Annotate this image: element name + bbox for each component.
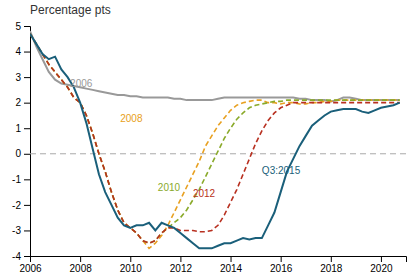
y-tick: -4 — [12, 251, 30, 262]
annotation: 2010 — [158, 182, 181, 193]
y-tick-mark — [24, 128, 30, 129]
y-tick: 0 — [15, 148, 30, 159]
y-tick-mark — [24, 77, 30, 78]
y-tick: -3 — [12, 225, 30, 236]
x-tick-mark — [231, 256, 232, 262]
series-line — [30, 34, 400, 249]
y-axis: -4 -3 -2 -1 0 1 2 3 4 5 — [12, 21, 30, 262]
y-tick-mark — [24, 26, 30, 27]
x-tick-mark — [381, 256, 382, 262]
y-axis-line — [24, 27, 31, 257]
y-tick-mark — [24, 103, 30, 104]
x-tick-label: 2008 — [70, 263, 93, 274]
y-tick-mark — [24, 179, 30, 180]
x-tick: 2020 — [370, 256, 393, 274]
y-tick: 1 — [15, 123, 30, 134]
x-tick-label: 2016 — [270, 263, 293, 274]
annotation: 2006 — [70, 78, 93, 89]
x-tick-label: 2012 — [170, 263, 193, 274]
y-tick: 4 — [15, 46, 30, 57]
series-line — [30, 34, 400, 249]
x-tick: 2010 — [120, 256, 143, 274]
y-tick-mark — [24, 154, 30, 155]
y-tick: 2 — [15, 97, 30, 108]
y-tick-label: 1 — [15, 123, 21, 134]
x-tick-label: 2020 — [370, 263, 393, 274]
series-line — [30, 34, 400, 244]
y-tick-mark — [24, 52, 30, 53]
y-tick: 5 — [15, 21, 30, 32]
x-tick-mark — [180, 256, 181, 262]
x-tick-mark — [80, 256, 81, 262]
annotation: Q3:2015 — [262, 165, 301, 176]
y-tick-label: -1 — [12, 174, 21, 185]
annotation: 2012 — [193, 188, 216, 199]
x-tick-label: 2018 — [320, 263, 343, 274]
annotations: 2006 2008 2010 2012 Q3:2015 — [70, 78, 301, 199]
chart: Percentage pts20062008201020122014201620… — [0, 0, 420, 280]
x-tick: 2016 — [270, 256, 293, 274]
y-tick-mark — [24, 205, 30, 206]
zero-line — [30, 153, 406, 154]
series-line — [30, 31, 400, 101]
x-tick-label: 2010 — [120, 263, 143, 274]
y-tick-label: 5 — [15, 21, 21, 32]
y-tick-label: -3 — [12, 225, 21, 236]
x-tick: 2008 — [70, 256, 93, 274]
y-tick-mark — [24, 230, 30, 231]
x-tick-mark — [281, 256, 282, 262]
y-tick-label: -4 — [12, 251, 21, 262]
y-tick: 3 — [15, 72, 30, 83]
y-tick-label: 2 — [15, 97, 21, 108]
x-axis-line — [31, 257, 407, 263]
x-tick: 2012 — [170, 256, 193, 274]
y-tick-label: 3 — [15, 72, 21, 83]
x-tick-label: 2014 — [220, 263, 243, 274]
x-tick: 2006 — [19, 256, 42, 274]
x-tick: 2014 — [220, 256, 243, 274]
x-tick: 2018 — [320, 256, 343, 274]
y-tick: -1 — [12, 174, 30, 185]
x-tick-label: 2006 — [19, 263, 42, 274]
y-tick-label: 0 — [15, 148, 21, 159]
series-line — [30, 34, 400, 244]
y-tick-label: -2 — [12, 200, 21, 211]
x-tick-mark — [130, 256, 131, 262]
y-tick-mark — [24, 256, 30, 257]
y-tick: -2 — [12, 200, 30, 211]
annotation: 2008 — [120, 113, 143, 124]
x-axis: 2006 2008 2010 2012 2014 2016 2018 2020 — [19, 256, 406, 274]
y-tick-label: 4 — [15, 46, 21, 57]
x-tick-mark — [331, 256, 332, 262]
plot-area — [30, 31, 406, 248]
title: Percentage pts — [30, 3, 111, 17]
